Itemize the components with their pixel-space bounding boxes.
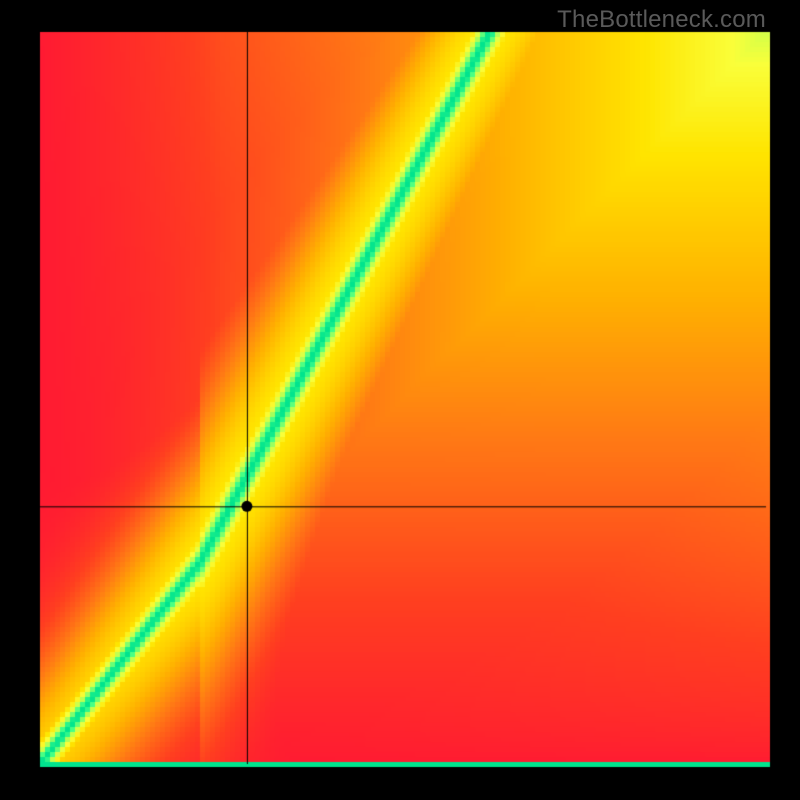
heatmap-canvas	[0, 0, 800, 800]
watermark-text: TheBottleneck.com	[557, 6, 766, 34]
chart-frame: TheBottleneck.com	[0, 0, 800, 800]
